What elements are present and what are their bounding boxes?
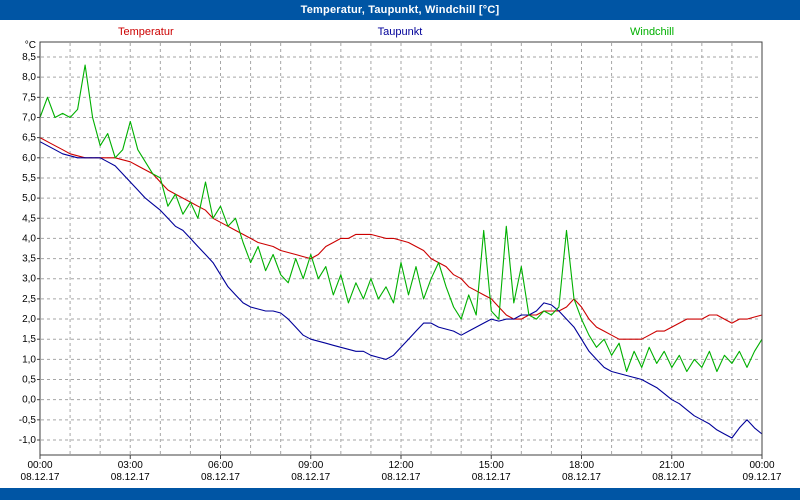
- y-axis-labels: °C8,5 8,0 7,5 7,0 6,5 6,0 5,5 5,0 4,5 4,0 3,5 3,0 2,…: [19, 40, 40, 446]
- svg-text:0,0: 0,0: [22, 395, 36, 406]
- svg-text:1,5: 1,5: [22, 334, 36, 345]
- x-tick-time: 12:00: [388, 460, 413, 471]
- chart-legend: Temperatur Taupunkt Windchill: [0, 26, 800, 40]
- legend-label-temperatur: Temperatur: [118, 26, 174, 38]
- svg-text:3,0: 3,0: [22, 274, 36, 285]
- plot-border: [39, 41, 763, 456]
- x-tick-time: 18:00: [569, 460, 594, 471]
- x-axis-labels: 00:0008.12.1703:0008.12.1706:0008.12.170…: [21, 455, 782, 483]
- x-tick-date: 08.12.17: [111, 472, 150, 483]
- svg-text:8,0: 8,0: [22, 72, 36, 83]
- x-tick-time: 00:00: [749, 460, 774, 471]
- chart-title: Temperatur, Taupunkt, Windchill [°C]: [300, 4, 500, 16]
- legend-label-taupunkt: Taupunkt: [377, 26, 423, 38]
- x-tick-time: 03:00: [118, 460, 143, 471]
- svg-text:2,0: 2,0: [22, 314, 36, 325]
- x-tick-date: 08.12.17: [472, 472, 511, 483]
- svg-text:-1,0: -1,0: [19, 435, 37, 446]
- x-tick-date: 08.12.17: [21, 472, 60, 483]
- y-axis-unit: °C: [25, 40, 36, 51]
- svg-text:7,0: 7,0: [22, 112, 36, 123]
- svg-text:0,5: 0,5: [22, 375, 36, 386]
- svg-text:-0,5: -0,5: [19, 415, 37, 426]
- svg-text:2,5: 2,5: [22, 294, 36, 305]
- svg-text:7,5: 7,5: [22, 92, 36, 103]
- svg-text:5,0: 5,0: [22, 193, 36, 204]
- x-tick-time: 15:00: [479, 460, 504, 471]
- x-tick-date: 08.12.17: [201, 472, 240, 483]
- x-tick-time: 09:00: [298, 460, 323, 471]
- chart-svg: °C8,5 8,0 7,5 7,0 6,5 6,0 5,5 5,0 4,5 4,0 3,5 3,0 2,…: [19, 40, 782, 483]
- x-tick-date: 08.12.17: [291, 472, 330, 483]
- x-tick-time: 06:00: [208, 460, 233, 471]
- x-tick-time: 21:00: [659, 460, 684, 471]
- svg-text:1,0: 1,0: [22, 354, 36, 365]
- x-tick-date: 08.12.17: [382, 472, 421, 483]
- svg-text:4,5: 4,5: [22, 213, 36, 224]
- series-taupunkt: [39, 141, 763, 439]
- x-tick-time: 00:00: [27, 460, 52, 471]
- svg-text:5,5: 5,5: [22, 173, 36, 184]
- bottom-bar: [0, 488, 800, 500]
- x-tick-date: 08.12.17: [652, 472, 691, 483]
- svg-text:4,0: 4,0: [22, 233, 36, 244]
- title-bar: Temperatur, Taupunkt, Windchill [°C]: [0, 0, 800, 20]
- legend-label-windchill: Windchill: [630, 26, 675, 38]
- svg-text:6,5: 6,5: [22, 133, 36, 144]
- series-temperatur: [39, 137, 763, 340]
- svg-text:8,5: 8,5: [22, 52, 36, 63]
- series-windchill: [39, 64, 763, 373]
- x-tick-date: 08.12.17: [562, 472, 601, 483]
- x-tick-date: 09.12.17: [743, 472, 782, 483]
- svg-text:6,0: 6,0: [22, 153, 36, 164]
- svg-text:3,5: 3,5: [22, 254, 36, 265]
